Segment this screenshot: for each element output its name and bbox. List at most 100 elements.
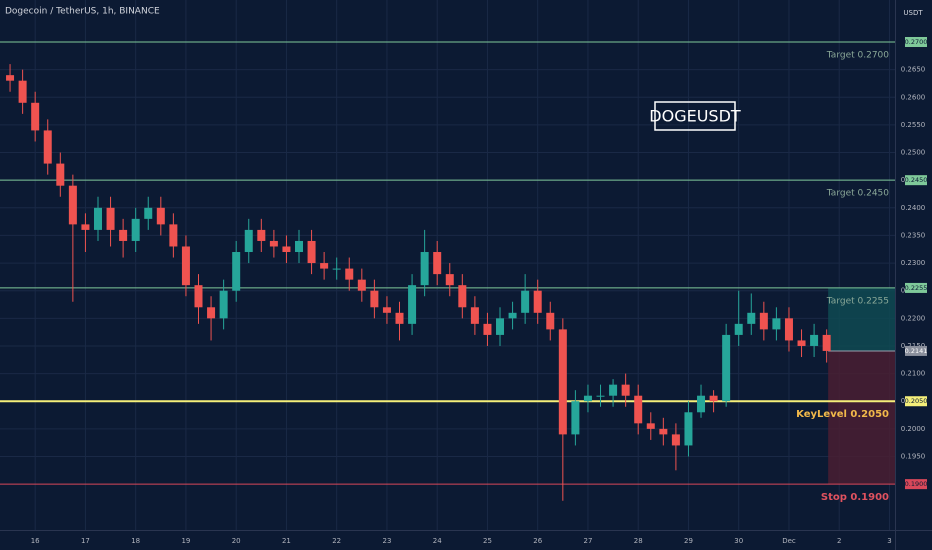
candle-body <box>797 340 806 346</box>
candle-body <box>370 290 379 308</box>
x-tick-label: 30 <box>734 537 743 545</box>
candle-body <box>408 285 417 324</box>
price-tag-label: 0.1900 <box>905 480 928 488</box>
price-tag <box>905 175 927 186</box>
candle-body <box>470 307 479 324</box>
candle-body <box>156 207 165 225</box>
x-tick-label: 25 <box>483 537 492 545</box>
y-tick-label: 0.2100 <box>901 370 926 378</box>
candle-body <box>483 323 492 335</box>
candle-body <box>307 240 316 264</box>
candle-body <box>169 224 178 247</box>
y-tick-label: 0.1950 <box>901 452 926 460</box>
profit-zone <box>828 287 895 351</box>
candle-body <box>583 395 592 402</box>
level-label: Target 0.2450 <box>826 189 889 199</box>
price-tag-label: 0.2450 <box>905 176 928 184</box>
y-tick-label: 0.2000 <box>901 425 926 433</box>
loss-zone <box>828 350 895 485</box>
candle-body <box>772 318 781 330</box>
candle-body <box>659 428 668 435</box>
x-tick-label: 2 <box>837 537 841 545</box>
candle-body <box>709 395 718 402</box>
candle-body <box>571 401 580 435</box>
price-tag <box>905 396 927 407</box>
candle-body <box>18 80 27 103</box>
candle-body <box>244 229 253 253</box>
symbol-text: DOGEUSDT <box>649 107 741 126</box>
price-tag <box>905 345 927 356</box>
y-tick-label: 0.2400 <box>901 204 926 212</box>
candle-body <box>282 246 291 253</box>
price-tag-label: 0.2700 <box>905 38 928 46</box>
y-tick-label: 0.2500 <box>901 149 926 157</box>
candles <box>6 64 831 501</box>
level-label: Target 0.2255 <box>826 296 889 306</box>
candle-body <box>320 263 329 269</box>
candle-body <box>546 312 555 330</box>
candle-body <box>646 423 655 429</box>
price-tag <box>905 37 927 48</box>
candle-body <box>533 290 542 313</box>
candle-body <box>734 323 743 335</box>
candle-body <box>43 130 52 164</box>
candle-body <box>295 240 304 253</box>
candle-body <box>621 384 630 396</box>
candle-body <box>131 218 140 241</box>
x-tick-label: 17 <box>81 537 90 545</box>
price-tag <box>905 479 927 490</box>
candle-body <box>722 334 731 402</box>
candle-body <box>420 252 429 286</box>
candle-body <box>747 312 756 324</box>
x-tick-label: 28 <box>634 537 643 545</box>
candle-body <box>822 334 831 351</box>
candle-body <box>609 384 618 396</box>
candle-body <box>508 312 517 319</box>
currency-label: USDT <box>903 9 923 17</box>
y-tick-label: 0.2300 <box>901 259 926 267</box>
candle-body <box>219 290 228 319</box>
candle-body <box>345 268 354 280</box>
x-tick-label: 26 <box>533 537 542 545</box>
candle-body <box>558 329 567 435</box>
candle-body <box>119 229 128 241</box>
chart-title: Dogecoin / TetherUS, 1h, BINANCE <box>5 7 160 17</box>
price-tag <box>905 282 927 293</box>
candle-body <box>181 246 190 286</box>
candle-body <box>194 285 203 308</box>
candle-body <box>232 252 241 291</box>
x-tick-label: 18 <box>131 537 140 545</box>
candle-body <box>106 207 115 230</box>
y-tick-label: 0.2600 <box>901 93 926 101</box>
x-tick-label: Dec <box>782 537 796 545</box>
candle-body <box>496 318 505 335</box>
price-tag-label: 0.2141 <box>905 347 928 355</box>
symbol-box <box>654 101 736 131</box>
y-tick-label: 0.2650 <box>901 66 926 74</box>
candle-body <box>433 252 442 275</box>
level-label: KeyLevel 0.2050 <box>796 409 889 420</box>
level-label: Stop 0.1900 <box>821 492 889 503</box>
candle-body <box>56 163 65 186</box>
y-tick-label: 0.2350 <box>901 231 926 239</box>
candle-body <box>697 395 706 413</box>
overlay <box>0 41 895 485</box>
y-tick-label: 0.2550 <box>901 121 926 129</box>
x-tick-label: 19 <box>181 537 190 545</box>
x-tick-label: 22 <box>332 537 341 545</box>
x-tick-label: 24 <box>433 537 442 545</box>
candle-body <box>634 395 643 424</box>
candle-body <box>596 395 605 397</box>
labels: 0.19500.20000.20500.21000.21500.22000.22… <box>31 37 928 545</box>
candle-body <box>81 224 90 230</box>
candle-body <box>445 274 454 286</box>
candle-body <box>759 312 768 330</box>
candle-body <box>671 434 680 446</box>
candle-body <box>357 279 366 291</box>
x-tick-label: 20 <box>232 537 241 545</box>
candle-body <box>93 207 102 230</box>
candle-body <box>521 290 530 313</box>
candle-body <box>810 334 819 346</box>
candle-body <box>68 185 77 225</box>
